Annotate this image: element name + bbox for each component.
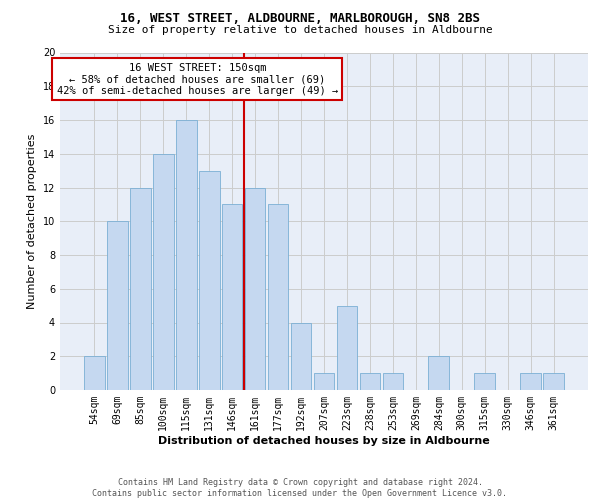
Text: 16, WEST STREET, ALDBOURNE, MARLBOROUGH, SN8 2BS: 16, WEST STREET, ALDBOURNE, MARLBOROUGH,… [120,12,480,26]
Bar [107,221,128,390]
Bar [337,306,358,390]
Bar [222,204,242,390]
Bar [475,373,495,390]
Bar [84,356,104,390]
Bar [544,373,564,390]
X-axis label: Distribution of detached houses by size in Aldbourne: Distribution of detached houses by size … [158,436,490,446]
Bar [383,373,403,390]
Bar [199,170,220,390]
Bar [359,373,380,390]
Y-axis label: Number of detached properties: Number of detached properties [27,134,37,309]
Bar [428,356,449,390]
Text: 16 WEST STREET: 150sqm
← 58% of detached houses are smaller (69)
42% of semi-det: 16 WEST STREET: 150sqm ← 58% of detached… [56,62,338,96]
Bar [268,204,289,390]
Bar [290,322,311,390]
Text: Contains HM Land Registry data © Crown copyright and database right 2024.
Contai: Contains HM Land Registry data © Crown c… [92,478,508,498]
Bar [130,188,151,390]
Bar [314,373,334,390]
Bar [245,188,265,390]
Bar [153,154,173,390]
Bar [176,120,197,390]
Text: Size of property relative to detached houses in Aldbourne: Size of property relative to detached ho… [107,25,493,35]
Bar [520,373,541,390]
